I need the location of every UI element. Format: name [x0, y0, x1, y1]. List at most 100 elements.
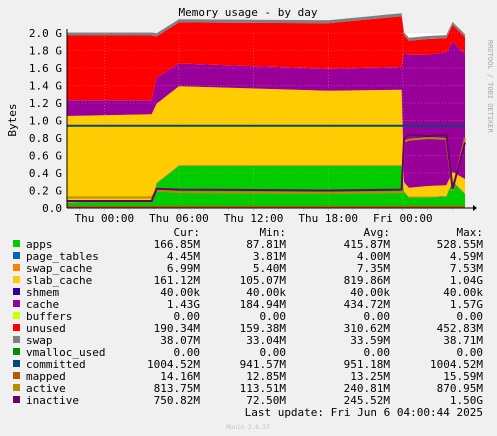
y-tick-label: 0.0 — [42, 202, 62, 215]
legend-header: Min: — [260, 226, 287, 239]
legend-value-max: 4.59M — [450, 250, 483, 263]
legend-value-min: 941.57M — [240, 358, 287, 371]
y-axis-label: Bytes — [6, 103, 19, 136]
legend-label: unused — [26, 322, 66, 335]
legend-value-cur: 38.07M — [160, 334, 200, 347]
legend-value-max: 38.71M — [443, 334, 483, 347]
legend-swatch — [13, 300, 20, 307]
legend-value-max: 452.83M — [437, 322, 484, 335]
legend-value-avg: 951.18M — [344, 358, 391, 371]
legend-value-max: 1.50G — [450, 394, 483, 407]
line-inactive — [67, 133, 466, 202]
legend-value-max: 7.53M — [450, 262, 483, 275]
x-tick-label: Thu 06:00 — [149, 212, 209, 225]
y-tick-label: 1.2 G — [29, 97, 62, 110]
y-tick-label: 0.6 G — [29, 150, 62, 163]
legend-value-avg: 4.00M — [357, 250, 390, 263]
y-tick-label: 0.8 G — [29, 132, 62, 145]
legend-value-cur: 1004.52M — [147, 358, 200, 371]
legend-value-max: 15.59M — [443, 370, 483, 383]
legend-value-cur: 161.12M — [154, 274, 201, 287]
legend-value-min: 159.38M — [240, 322, 287, 335]
x-tick-label: Fri 00:00 — [373, 212, 433, 225]
legend-value-min: 3.81M — [253, 250, 286, 263]
legend-value-cur: 166.85M — [154, 238, 201, 251]
legend-value-avg: 40.00k — [350, 286, 390, 299]
legend-value-cur: 813.75M — [154, 382, 201, 395]
y-tick-label: 2.0 G — [29, 27, 62, 40]
legend-value-avg: 0.00 — [364, 310, 391, 323]
legend-label: committed — [26, 358, 86, 371]
last-update: Last update: Fri Jun 6 04:00:44 2025 — [245, 406, 483, 419]
legend-value-max: 40.00k — [443, 286, 483, 299]
area-cache — [67, 41, 465, 188]
legend-value-min: 5.40M — [253, 262, 286, 275]
legend-value-max: 1004.52M — [430, 358, 483, 371]
legend-swatch — [13, 336, 20, 343]
legend-label: slab_cache — [26, 274, 92, 287]
legend-value-min: 0.00 — [260, 310, 287, 323]
legend-value-max: 0.00 — [457, 310, 484, 323]
plot-area: 0.0 0.2 G 0.4 G 0.6 G 0.8 G 1.0 G 1.2 G 1.4 G 1.… — [29, 13, 477, 225]
legend-label: active — [26, 382, 66, 395]
legend-value-cur: 0.00 — [174, 310, 201, 323]
legend-swatch — [13, 288, 20, 295]
legend-value-max: 870.95M — [437, 382, 484, 395]
legend-label: mapped — [26, 370, 66, 383]
legend-swatch — [13, 360, 20, 367]
legend-label: shmem — [26, 286, 59, 299]
legend-swatch — [13, 384, 20, 391]
legend-value-min: 33.04M — [246, 334, 286, 347]
legend-header: Avg: — [364, 226, 391, 239]
area-swap — [67, 13, 465, 41]
legend-label: swap — [26, 334, 53, 347]
legend-value-cur: 750.82M — [154, 394, 201, 407]
legend-value-cur: 4.45M — [167, 250, 200, 263]
legend-value-avg: 245.52M — [344, 394, 391, 407]
x-tick-label: Thu 12:00 — [224, 212, 284, 225]
y-tick-label: 1.0 G — [29, 115, 62, 128]
x-tick-label: Thu 00:00 — [75, 212, 135, 225]
legend-value-max: 1.04G — [450, 274, 483, 287]
legend-swatch — [13, 324, 20, 331]
legend-value-avg: 434.72M — [344, 298, 391, 311]
legend-value-min: 0.00 — [260, 346, 287, 359]
legend-value-avg: 310.62M — [344, 322, 391, 335]
y-tick-label: 0.4 G — [29, 167, 62, 180]
legend-swatch — [13, 312, 20, 319]
legend-header: Cur: — [174, 226, 201, 239]
legend-value-min: 87.81M — [246, 238, 286, 251]
legend-value-avg: 819.86M — [344, 274, 391, 287]
legend-value-max: 1.57G — [450, 298, 483, 311]
legend-swatch — [13, 252, 20, 259]
page-title: Memory usage - by day — [178, 6, 317, 19]
y-tick-label: 1.8 G — [29, 45, 62, 58]
legend-value-min: 184.94M — [240, 298, 287, 311]
legend-swatch — [13, 396, 20, 403]
munin-version: Munin 2.0.37 — [226, 424, 270, 431]
legend-value-min: 40.00k — [246, 286, 286, 299]
legend-value-max: 528.55M — [437, 238, 484, 251]
legend-value-cur: 14.16M — [160, 370, 200, 383]
legend-label: buffers — [26, 310, 72, 323]
legend-swatch — [13, 276, 20, 283]
y-tick-label: 0.2 G — [29, 185, 62, 198]
legend-value-cur: 190.34M — [154, 322, 201, 335]
area-apps — [67, 166, 465, 208]
legend-value-min: 105.07M — [240, 274, 287, 287]
legend-header: Max: — [457, 226, 484, 239]
legend-value-avg: 240.81M — [344, 382, 391, 395]
legend-value-avg: 0.00 — [364, 346, 391, 359]
legend-label: cache — [26, 298, 59, 311]
legend: Cur: Min: Avg: Max: apps 166.85M 87.81M 415.87M… — [13, 226, 483, 407]
legend-label: inactive — [26, 394, 79, 407]
legend-swatch — [13, 240, 20, 247]
area-unused — [67, 16, 465, 101]
legend-value-avg: 415.87M — [344, 238, 391, 251]
legend-value-cur: 1.43G — [167, 298, 200, 311]
legend-label: vmalloc_used — [26, 346, 105, 359]
watermark: RRDTOOL / TOBI OETIKER — [486, 40, 494, 134]
legend-value-min: 12.85M — [246, 370, 286, 383]
x-axis-arrow — [473, 205, 477, 211]
x-tick-label: Thu 18:00 — [298, 212, 358, 225]
